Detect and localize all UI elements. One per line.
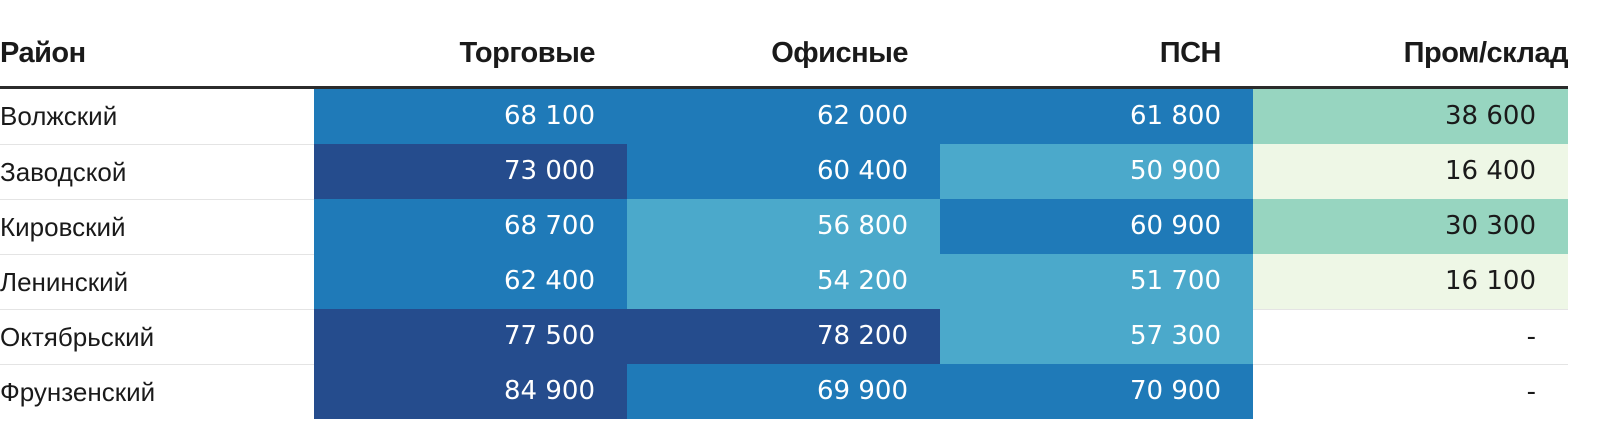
heatmap-cell-retail: 68 700 bbox=[314, 199, 627, 254]
heatmap-cell-office: 54 200 bbox=[627, 254, 940, 309]
heatmap-cell-industrial: 38 600 bbox=[1253, 89, 1568, 144]
column-header-district[interactable]: Район bbox=[0, 37, 86, 69]
heatmap-cell-industrial: 16 100 bbox=[1253, 254, 1568, 309]
heatmap-cell-retail: 84 900 bbox=[314, 364, 627, 419]
column-header-office[interactable]: Офисные bbox=[771, 37, 908, 69]
row-label: Волжский bbox=[0, 101, 118, 131]
heatmap-cell-office: 56 800 bbox=[627, 199, 940, 254]
row-label: Заводской bbox=[0, 144, 314, 199]
heatmap-cell-office: 78 200 bbox=[627, 309, 940, 364]
heatmap-cell-office: 69 900 bbox=[627, 364, 940, 419]
heatmap-cell-psn: 70 900 bbox=[940, 364, 1253, 419]
table-row: Кировский 68 700 56 800 60 900 30 300 bbox=[0, 199, 1568, 254]
table-row: Ленинский 62 400 54 200 51 700 16 100 bbox=[0, 254, 1568, 309]
row-label: Ленинский bbox=[0, 254, 314, 309]
heatmap-cell-retail: 73 000 bbox=[314, 144, 627, 199]
table-row: Волжский 68 100 62 000 61 800 38 600 bbox=[0, 89, 1568, 144]
column-header-industrial[interactable]: Пром/склад bbox=[1403, 37, 1569, 69]
heatmap-cell-psn: 61 800 bbox=[940, 89, 1253, 144]
table-row: Октябрьский 77 500 78 200 57 300- bbox=[0, 309, 1568, 364]
heatmap-cell-industrial: - bbox=[1253, 309, 1568, 364]
column-header-retail[interactable]: Торговые bbox=[459, 37, 596, 69]
heatmap-cell-office: 60 400 bbox=[627, 144, 940, 199]
heatmap-cell-retail: 77 500 bbox=[314, 309, 627, 364]
heatmap-cell-psn: 60 900 bbox=[940, 199, 1253, 254]
heatmap-cell-retail: 68 100 bbox=[314, 89, 627, 144]
heatmap-table: Район Торговые Офисные ПСН Пром/склад Во… bbox=[0, 20, 1569, 419]
header-row: Район Торговые Офисные ПСН Пром/склад bbox=[0, 20, 1569, 89]
heatmap-cell-industrial: 16 400 bbox=[1253, 144, 1568, 199]
heatmap-cell-psn: 57 300 bbox=[940, 309, 1253, 364]
row-label: Кировский bbox=[0, 199, 314, 254]
row-label: Фрунзенский bbox=[0, 364, 314, 419]
heatmap-cell-psn: 50 900 bbox=[940, 144, 1253, 199]
row-label: Октябрьский bbox=[0, 309, 314, 364]
table-row: Фрунзенский 84 900 69 900 70 900- bbox=[0, 364, 1568, 419]
heatmap-cell-psn: 51 700 bbox=[940, 254, 1253, 309]
heatmap-cell-office: 62 000 bbox=[627, 89, 940, 144]
table-row: Заводской 73 000 60 400 50 900 16 400 bbox=[0, 144, 1568, 199]
heatmap-cell-industrial: - bbox=[1253, 364, 1568, 419]
table-body: Волжский 68 100 62 000 61 800 38 600 Заводско… bbox=[0, 89, 1568, 419]
heatmap-cell-retail: 62 400 bbox=[314, 254, 627, 309]
heatmap-cell-industrial: 30 300 bbox=[1253, 199, 1568, 254]
column-header-psn[interactable]: ПСН bbox=[1159, 37, 1222, 69]
